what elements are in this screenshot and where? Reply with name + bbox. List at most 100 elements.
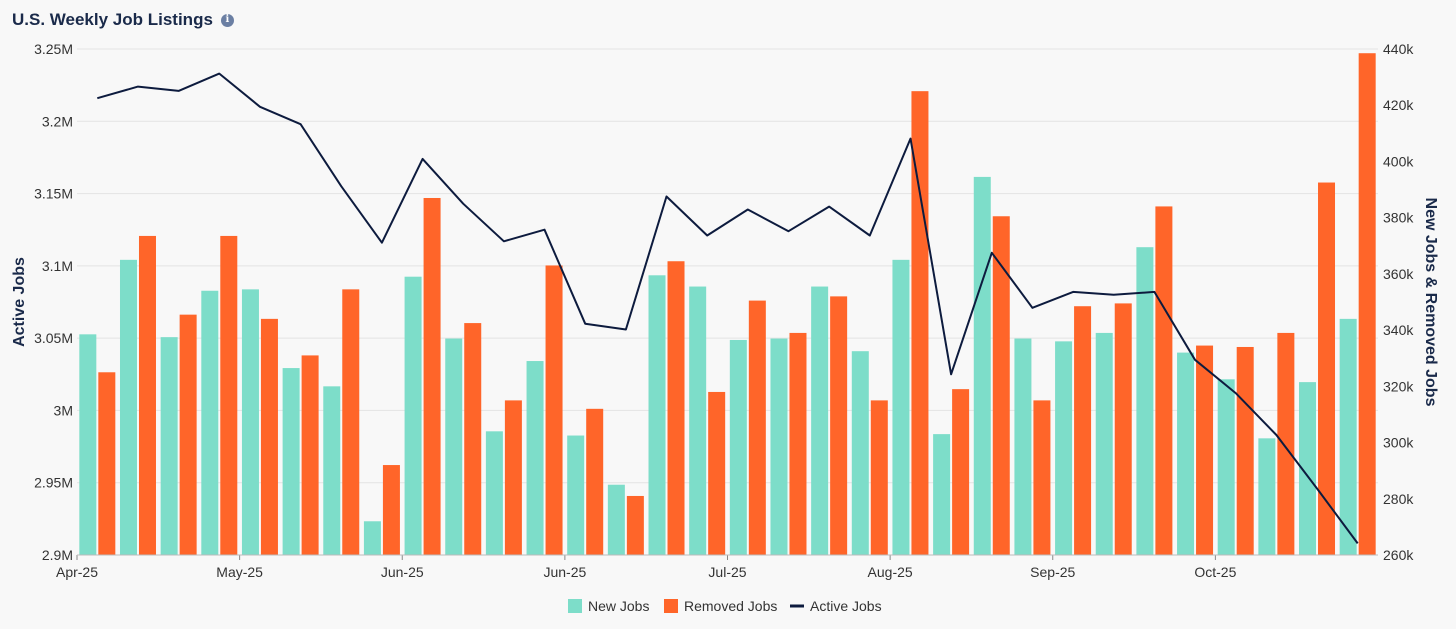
new-jobs-bar[interactable] bbox=[1217, 379, 1235, 555]
removed-jobs-bar[interactable] bbox=[748, 300, 766, 555]
new-jobs-bar[interactable] bbox=[607, 484, 625, 555]
new-jobs-bar[interactable] bbox=[1136, 247, 1154, 555]
y-left-tick-label: 3.1M bbox=[42, 258, 73, 274]
new-jobs-bar[interactable] bbox=[770, 338, 788, 555]
removed-jobs-bar[interactable] bbox=[586, 408, 604, 555]
legend-swatch-new-jobs[interactable] bbox=[568, 599, 582, 613]
new-jobs-bar[interactable] bbox=[648, 275, 666, 555]
removed-jobs-bar[interactable] bbox=[1074, 306, 1092, 555]
removed-jobs-bar[interactable] bbox=[1358, 53, 1376, 555]
removed-jobs-bar[interactable] bbox=[830, 296, 848, 555]
x-tick-label: Aug-25 bbox=[868, 564, 913, 580]
new-jobs-bar[interactable] bbox=[201, 290, 219, 555]
removed-jobs-bar[interactable] bbox=[220, 235, 238, 555]
y-left-tick-label: 2.9M bbox=[42, 547, 73, 563]
new-jobs-bar[interactable] bbox=[485, 431, 503, 555]
new-jobs-bar[interactable] bbox=[241, 289, 259, 555]
removed-jobs-bar[interactable] bbox=[1114, 303, 1132, 555]
y-right-tick-label: 400k bbox=[1383, 153, 1414, 169]
y-right-tick-label: 300k bbox=[1383, 435, 1414, 451]
x-tick-label: Oct-25 bbox=[1194, 564, 1236, 580]
removed-jobs-bar[interactable] bbox=[382, 465, 400, 555]
chart-title: U.S. Weekly Job Listings bbox=[12, 10, 213, 29]
x-tick-label: Jul-25 bbox=[708, 564, 746, 580]
removed-jobs-bar[interactable] bbox=[179, 314, 197, 555]
new-jobs-bar[interactable] bbox=[892, 259, 910, 555]
new-jobs-bar[interactable] bbox=[323, 386, 341, 555]
removed-jobs-bar[interactable] bbox=[952, 389, 970, 555]
new-jobs-bar[interactable] bbox=[1339, 318, 1357, 555]
new-jobs-bar[interactable] bbox=[1095, 332, 1113, 555]
active-jobs-line[interactable] bbox=[97, 72, 1359, 544]
new-jobs-bar[interactable] bbox=[404, 276, 422, 555]
y-right-tick-label: 320k bbox=[1383, 378, 1414, 394]
removed-jobs-bar[interactable] bbox=[260, 318, 278, 555]
y-left-tick-label: 3M bbox=[54, 402, 73, 418]
removed-jobs-bar[interactable] bbox=[1033, 400, 1051, 555]
y-right-tick-label: 360k bbox=[1383, 266, 1414, 282]
y-right-tick-label: 280k bbox=[1383, 491, 1414, 507]
removed-jobs-bar[interactable] bbox=[911, 91, 929, 556]
y-left-tick-label: 3.05M bbox=[34, 330, 73, 346]
new-jobs-bar[interactable] bbox=[160, 337, 178, 555]
new-jobs-bar[interactable] bbox=[851, 351, 869, 555]
new-jobs-bar[interactable] bbox=[119, 259, 137, 555]
y-left-axis-title: Active Jobs bbox=[11, 257, 28, 347]
removed-jobs-bar[interactable] bbox=[1155, 206, 1173, 555]
y-right-tick-label: 340k bbox=[1383, 322, 1414, 338]
removed-jobs-bar[interactable] bbox=[708, 391, 726, 555]
legend-swatch-removed-jobs[interactable] bbox=[664, 599, 678, 613]
new-jobs-bar[interactable] bbox=[282, 368, 300, 555]
y-right-tick-label: 380k bbox=[1383, 210, 1414, 226]
new-jobs-bar[interactable] bbox=[973, 176, 991, 555]
new-jobs-bar[interactable] bbox=[729, 339, 747, 555]
new-jobs-bar[interactable] bbox=[567, 435, 585, 555]
removed-jobs-bar[interactable] bbox=[667, 261, 685, 555]
legend-label-new-jobs[interactable]: New Jobs bbox=[588, 598, 649, 614]
removed-jobs-bar[interactable] bbox=[464, 323, 482, 555]
removed-jobs-bar[interactable] bbox=[626, 495, 644, 555]
new-jobs-bar[interactable] bbox=[689, 286, 707, 555]
removed-jobs-bar[interactable] bbox=[545, 265, 563, 555]
removed-jobs-bar[interactable] bbox=[301, 355, 319, 555]
legend-label-active-jobs[interactable]: Active Jobs bbox=[810, 598, 882, 614]
x-tick-label: Sep-25 bbox=[1030, 564, 1075, 580]
removed-jobs-bar[interactable] bbox=[1196, 345, 1214, 555]
new-jobs-bar[interactable] bbox=[526, 361, 544, 555]
new-jobs-bar[interactable] bbox=[933, 434, 951, 555]
removed-jobs-bar[interactable] bbox=[992, 216, 1010, 555]
new-jobs-bar[interactable] bbox=[79, 334, 97, 555]
new-jobs-bar[interactable] bbox=[1258, 438, 1276, 555]
removed-jobs-bar[interactable] bbox=[138, 235, 156, 555]
new-jobs-bar[interactable] bbox=[1055, 341, 1073, 555]
removed-jobs-bar[interactable] bbox=[98, 372, 116, 555]
y-left-tick-label: 3.2M bbox=[42, 113, 73, 129]
info-icon[interactable]: i bbox=[220, 13, 234, 27]
removed-jobs-bar[interactable] bbox=[789, 332, 807, 555]
removed-jobs-bar[interactable] bbox=[870, 400, 888, 555]
new-jobs-bar[interactable] bbox=[811, 286, 829, 555]
x-tick-label: May-25 bbox=[216, 564, 263, 580]
removed-jobs-bar[interactable] bbox=[1236, 346, 1254, 555]
removed-jobs-bar[interactable] bbox=[504, 400, 522, 555]
new-jobs-bar[interactable] bbox=[445, 338, 463, 555]
x-tick-label: Jun-25 bbox=[381, 564, 424, 580]
y-left-tick-label: 3.25M bbox=[34, 41, 73, 57]
new-jobs-bar[interactable] bbox=[1014, 338, 1032, 555]
y-right-tick-label: 440k bbox=[1383, 41, 1414, 57]
legend-label-removed-jobs[interactable]: Removed Jobs bbox=[684, 598, 777, 614]
y-right-tick-label: 260k bbox=[1383, 547, 1414, 563]
removed-jobs-bar[interactable] bbox=[1318, 182, 1336, 555]
new-jobs-bar[interactable] bbox=[1299, 382, 1317, 555]
x-tick-label: Apr-25 bbox=[56, 564, 98, 580]
new-jobs-bar[interactable] bbox=[363, 521, 381, 555]
removed-jobs-bar[interactable] bbox=[1277, 332, 1295, 555]
new-jobs-bar[interactable] bbox=[1177, 352, 1195, 555]
y-right-tick-label: 420k bbox=[1383, 97, 1414, 113]
chart-header: U.S. Weekly Job Listings i bbox=[12, 10, 234, 30]
removed-jobs-bar[interactable] bbox=[342, 289, 360, 555]
y-left-tick-label: 2.95M bbox=[34, 475, 73, 491]
removed-jobs-bar[interactable] bbox=[423, 197, 441, 555]
